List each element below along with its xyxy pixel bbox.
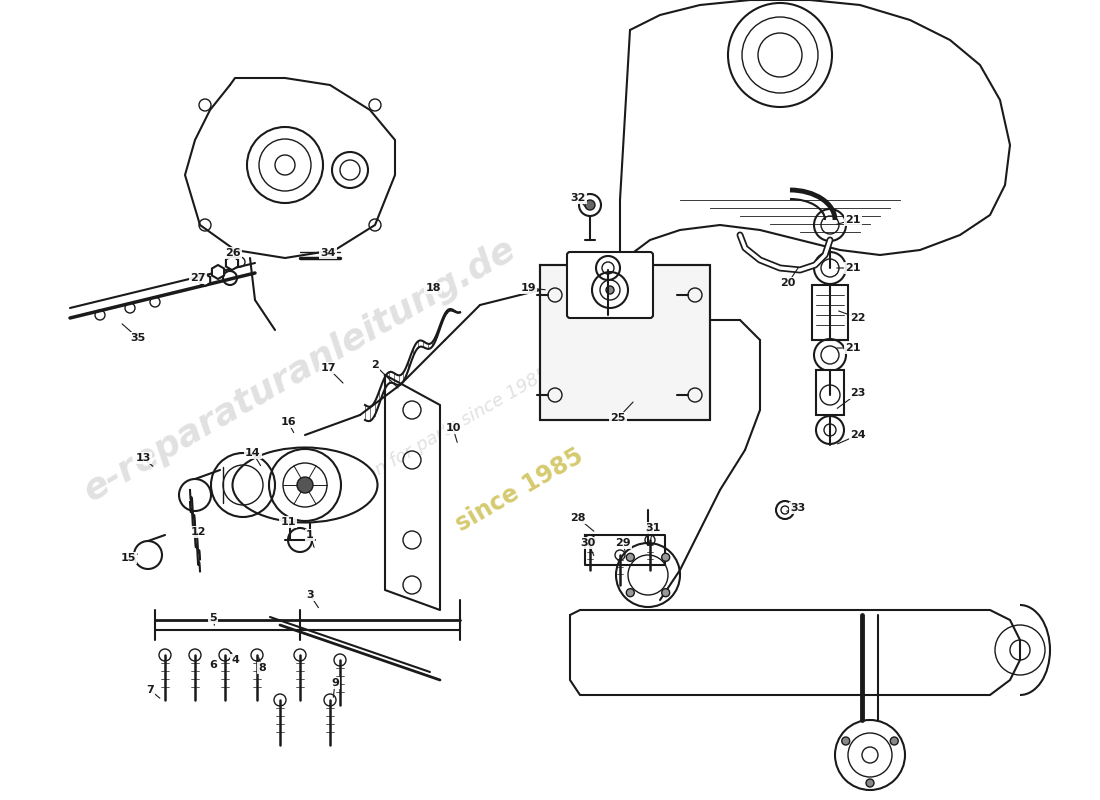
Circle shape xyxy=(626,589,635,597)
Circle shape xyxy=(606,286,614,294)
Text: 23: 23 xyxy=(850,388,866,398)
Text: 27: 27 xyxy=(190,273,206,283)
Text: 12: 12 xyxy=(190,527,206,537)
Text: 8: 8 xyxy=(258,663,266,673)
Text: 35: 35 xyxy=(131,333,145,343)
Text: 18: 18 xyxy=(426,283,441,293)
Text: 6: 6 xyxy=(209,660,217,670)
Polygon shape xyxy=(226,256,238,270)
Circle shape xyxy=(662,589,670,597)
Text: 25: 25 xyxy=(610,413,626,423)
Circle shape xyxy=(297,477,313,493)
Ellipse shape xyxy=(232,447,377,522)
Text: 16: 16 xyxy=(280,417,296,427)
Circle shape xyxy=(890,737,899,745)
Bar xyxy=(540,265,710,420)
Text: 2: 2 xyxy=(371,360,378,370)
Text: 26: 26 xyxy=(226,248,241,258)
Text: 9: 9 xyxy=(331,678,339,688)
Circle shape xyxy=(842,737,850,745)
Polygon shape xyxy=(212,265,224,279)
Text: 34: 34 xyxy=(320,248,336,258)
Bar xyxy=(816,370,844,415)
Circle shape xyxy=(662,554,670,562)
Text: 31: 31 xyxy=(646,523,661,533)
FancyBboxPatch shape xyxy=(566,252,653,318)
Text: 24: 24 xyxy=(850,430,866,440)
Circle shape xyxy=(585,200,595,210)
Text: 21: 21 xyxy=(845,215,860,225)
Text: 30: 30 xyxy=(581,538,595,548)
Polygon shape xyxy=(200,274,210,286)
Text: 11: 11 xyxy=(280,517,296,527)
Text: 21: 21 xyxy=(845,343,860,353)
Bar xyxy=(812,285,848,340)
Text: 5: 5 xyxy=(209,613,217,623)
Circle shape xyxy=(626,554,635,562)
Text: 3: 3 xyxy=(306,590,313,600)
Text: since 1985: since 1985 xyxy=(452,444,588,536)
Text: 1: 1 xyxy=(306,530,313,540)
Text: 33: 33 xyxy=(791,503,805,513)
Text: 14: 14 xyxy=(245,448,261,458)
Text: 22: 22 xyxy=(850,313,866,323)
Text: 4: 4 xyxy=(231,655,239,665)
Text: 13: 13 xyxy=(135,453,151,463)
Text: 32: 32 xyxy=(570,193,585,203)
Text: 7: 7 xyxy=(146,685,154,695)
Text: 10: 10 xyxy=(446,423,461,433)
Text: 29: 29 xyxy=(615,538,630,548)
Circle shape xyxy=(866,779,874,787)
Text: 21: 21 xyxy=(845,263,860,273)
Text: 15: 15 xyxy=(120,553,135,563)
Text: a passion for parts since 1985: a passion for parts since 1985 xyxy=(308,364,552,516)
Text: 28: 28 xyxy=(570,513,585,523)
Text: 17: 17 xyxy=(320,363,336,373)
Text: 20: 20 xyxy=(780,278,795,288)
Text: e-reparaturanleitung.de: e-reparaturanleitung.de xyxy=(78,232,522,508)
Text: 19: 19 xyxy=(520,283,536,293)
